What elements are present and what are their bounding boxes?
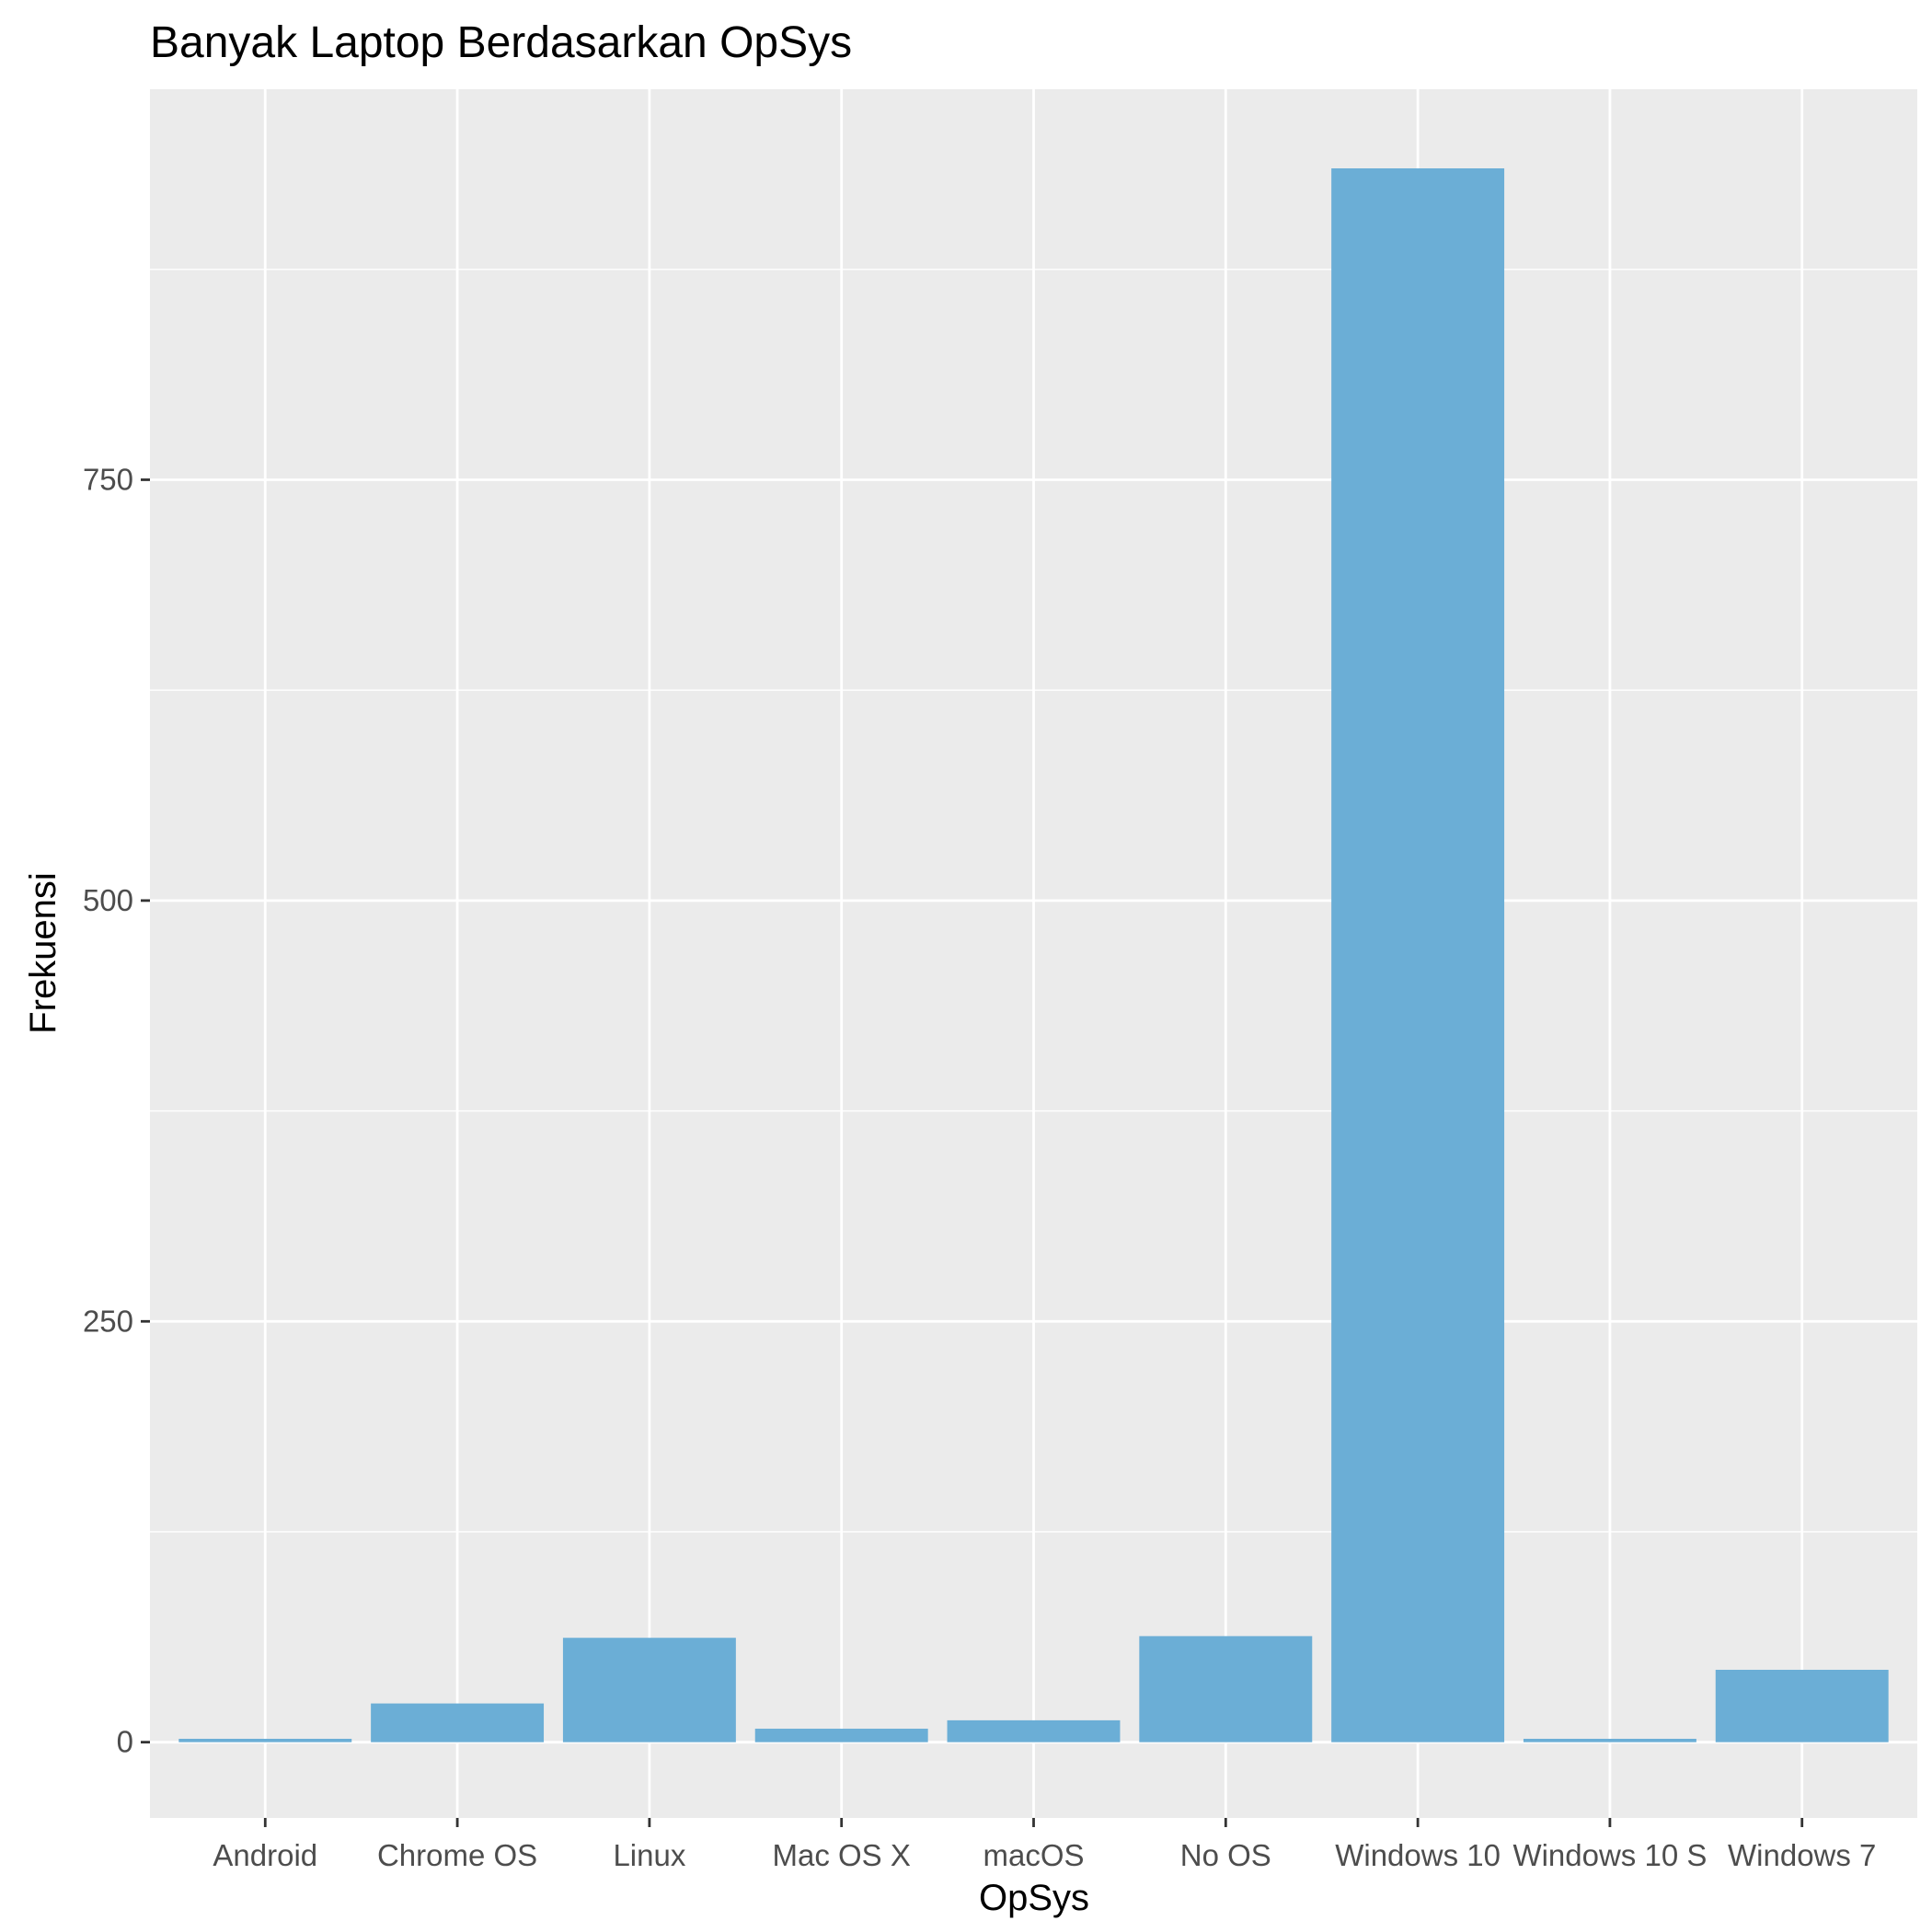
bar-macos bbox=[947, 1719, 1121, 1742]
y-tick-label: 250 bbox=[83, 1304, 133, 1338]
x-tick-label: Chrome OS bbox=[377, 1838, 537, 1872]
bar-linux bbox=[562, 1638, 736, 1742]
bar-mac-os-x bbox=[754, 1729, 928, 1742]
x-tick-label: Windows 7 bbox=[1728, 1838, 1876, 1872]
bar-chrome-os bbox=[371, 1703, 545, 1742]
x-tick-label: Android bbox=[213, 1838, 317, 1872]
bar-windows-7 bbox=[1715, 1669, 1889, 1742]
bar-no-os bbox=[1139, 1636, 1313, 1742]
bar-windows-10-s bbox=[1523, 1739, 1696, 1742]
y-tick-label: 500 bbox=[83, 883, 133, 917]
y-tick-label: 0 bbox=[117, 1725, 133, 1759]
y-axis-title: Frekuensi bbox=[23, 872, 63, 1034]
x-tick-label: Windows 10 bbox=[1335, 1838, 1501, 1872]
x-tick-label: Mac OS X bbox=[773, 1838, 911, 1872]
x-tick-label: Windows 10 S bbox=[1512, 1838, 1707, 1872]
x-tick-label: macOS bbox=[983, 1838, 1084, 1872]
x-axis-title: OpSys bbox=[979, 1878, 1089, 1918]
x-tick-label: No OS bbox=[1180, 1838, 1271, 1872]
x-tick-label: Linux bbox=[613, 1838, 685, 1872]
axes: 0 250 500 750 Android Chrome OS Linux Mac OS X m… bbox=[83, 462, 1876, 1872]
chart-title: Banyak Laptop Berdasarkan OpSys bbox=[150, 18, 852, 67]
bar-android bbox=[178, 1739, 352, 1742]
y-tick-label: 750 bbox=[83, 462, 133, 496]
bars bbox=[178, 167, 1889, 1742]
bar-windows-10 bbox=[1331, 167, 1505, 1742]
